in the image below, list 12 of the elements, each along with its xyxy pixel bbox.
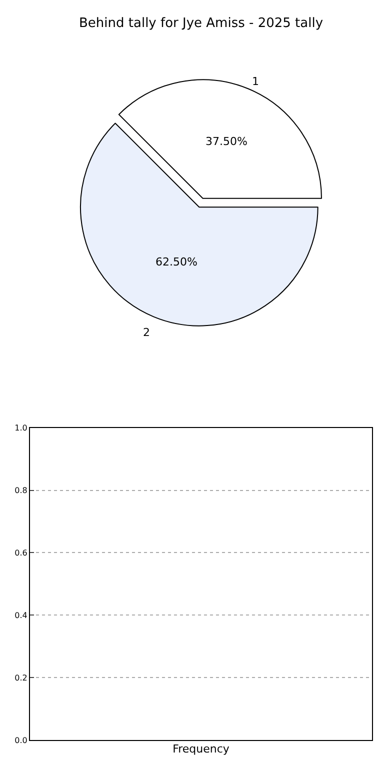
data-label: 62.50% (156, 255, 198, 268)
y-tick-label: 0.2 (14, 673, 28, 682)
y-tick-label: 0.8 (14, 486, 28, 496)
y-tick-label: 0.0 (14, 736, 28, 745)
y-tick-label: 1.0 (14, 424, 28, 433)
data-label: 37.50% (205, 134, 248, 148)
slice-label: 1 (252, 75, 259, 88)
y-tick-label: 0.4 (14, 610, 28, 620)
y-tick-label: 0.6 (14, 548, 28, 558)
chart-title: Behind tally for Jye Amiss - 2025 tally (79, 16, 324, 31)
x-axis-title: Frequency (172, 742, 230, 756)
slice-label: 2 (143, 326, 150, 339)
